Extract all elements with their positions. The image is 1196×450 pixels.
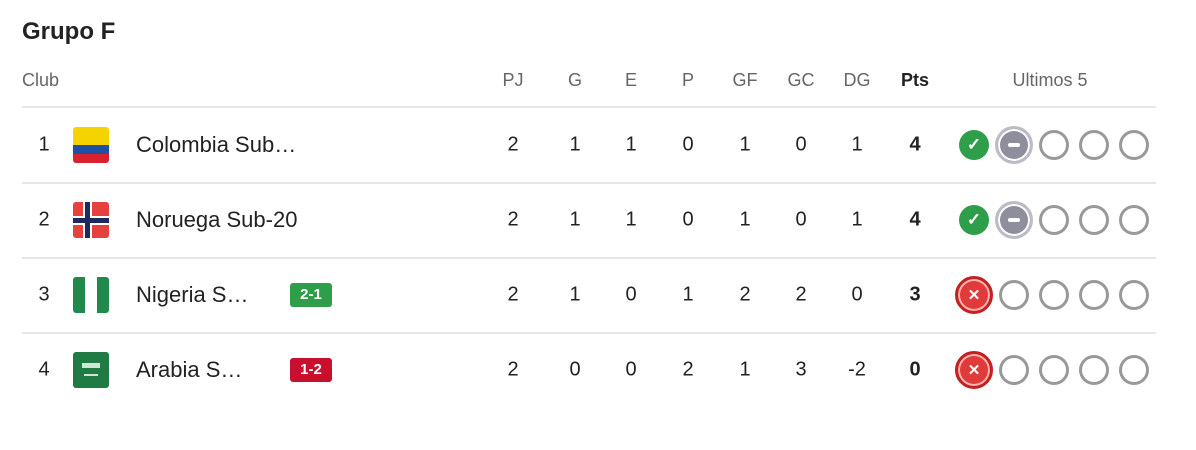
position: 2 xyxy=(38,208,50,230)
win-check-icon[interactable]: ✓ xyxy=(959,204,989,235)
table-row[interactable]: 3 Nigeria S… 2-1 2 1 0 1 2 2 0 3 ✕ xyxy=(0,257,1196,332)
divider xyxy=(22,257,1156,259)
stat-pts: 0 xyxy=(909,358,921,380)
empty-result-icon xyxy=(1039,204,1069,235)
stat-e: 0 xyxy=(625,358,637,380)
nigeria-flag-icon xyxy=(73,276,109,313)
position: 3 xyxy=(38,283,50,305)
empty-result-icon xyxy=(1119,354,1149,385)
table-row[interactable]: 4 Arabia S… 1-2 2 0 0 2 1 3 -2 0 ✕ xyxy=(0,332,1196,407)
header-club: Club xyxy=(22,70,60,90)
header-e: E xyxy=(624,70,638,90)
empty-result-icon xyxy=(1039,129,1069,160)
stat-g: 0 xyxy=(569,358,581,380)
stat-g: 1 xyxy=(569,208,581,230)
stat-pts: 4 xyxy=(909,133,921,155)
header-gc: GC xyxy=(787,70,815,90)
stat-p: 2 xyxy=(682,358,694,380)
header-pts: Pts xyxy=(900,70,930,90)
team-name[interactable]: Nigeria S… xyxy=(136,281,249,307)
stat-pj: 2 xyxy=(507,208,519,230)
header-pj: PJ xyxy=(502,70,524,90)
stat-gc: 0 xyxy=(795,208,807,230)
position: 4 xyxy=(38,358,50,380)
live-score-badge[interactable]: 1-2 xyxy=(290,357,332,382)
stat-gc: 0 xyxy=(795,133,807,155)
stat-dg: 1 xyxy=(851,208,863,230)
stat-pts: 4 xyxy=(909,208,921,230)
team-name[interactable]: Colombia Sub… xyxy=(136,131,297,157)
divider xyxy=(22,182,1156,184)
empty-result-icon xyxy=(1119,129,1149,160)
stat-p: 1 xyxy=(682,283,694,305)
empty-result-icon xyxy=(1039,279,1069,310)
header-g: G xyxy=(567,70,583,90)
stat-g: 1 xyxy=(569,283,581,305)
header-dg: DG xyxy=(843,70,871,90)
table-row[interactable]: 2 Noruega Sub-20 2 1 1 0 1 0 1 4 ✓ xyxy=(0,182,1196,257)
loss-x-icon[interactable]: ✕ xyxy=(955,350,993,389)
draw-minus-icon[interactable] xyxy=(995,200,1033,239)
table-row[interactable]: 1 Colombia Sub… 2 1 1 0 1 0 1 4 ✓ xyxy=(0,107,1196,182)
stat-p: 0 xyxy=(682,208,694,230)
stat-dg: 1 xyxy=(851,133,863,155)
empty-result-icon xyxy=(999,354,1029,385)
stat-gc: 3 xyxy=(795,358,807,380)
stat-g: 1 xyxy=(569,133,581,155)
live-score-badge[interactable]: 2-1 xyxy=(290,282,332,307)
divider xyxy=(22,106,1156,108)
header-p: P xyxy=(681,70,695,90)
stat-dg: 0 xyxy=(851,283,863,305)
stat-gf: 1 xyxy=(739,358,751,380)
empty-result-icon xyxy=(1079,204,1109,235)
empty-result-icon xyxy=(999,279,1029,310)
stat-pts: 3 xyxy=(909,283,921,305)
empty-result-icon xyxy=(1079,354,1109,385)
colombia-flag-icon xyxy=(73,126,109,163)
draw-minus-icon[interactable] xyxy=(995,125,1033,164)
win-check-icon[interactable]: ✓ xyxy=(959,129,989,160)
position: 1 xyxy=(38,133,50,155)
empty-result-icon xyxy=(1119,204,1149,235)
group-title: Grupo F xyxy=(22,18,116,45)
stat-e: 1 xyxy=(625,208,637,230)
stat-gc: 2 xyxy=(795,283,807,305)
stat-e: 1 xyxy=(625,133,637,155)
stat-gf: 2 xyxy=(739,283,751,305)
team-name[interactable]: Arabia S… xyxy=(136,356,243,382)
header-gf: GF xyxy=(732,70,758,90)
stat-e: 0 xyxy=(625,283,637,305)
empty-result-icon xyxy=(1079,129,1109,160)
stat-gf: 1 xyxy=(739,208,751,230)
loss-x-icon[interactable]: ✕ xyxy=(955,275,993,314)
stat-gf: 1 xyxy=(739,133,751,155)
empty-result-icon xyxy=(1079,279,1109,310)
norway-flag-icon xyxy=(73,201,109,238)
stat-pj: 2 xyxy=(507,133,519,155)
stat-dg: -2 xyxy=(848,358,866,380)
team-name[interactable]: Noruega Sub-20 xyxy=(136,206,298,232)
empty-result-icon xyxy=(1039,354,1069,385)
empty-result-icon xyxy=(1119,279,1149,310)
divider xyxy=(22,332,1156,334)
saudi-arabia-flag-icon xyxy=(73,351,109,388)
stat-p: 0 xyxy=(682,133,694,155)
stat-pj: 2 xyxy=(507,358,519,380)
stat-pj: 2 xyxy=(507,283,519,305)
header-last5: Ultimos 5 xyxy=(1012,70,1088,90)
